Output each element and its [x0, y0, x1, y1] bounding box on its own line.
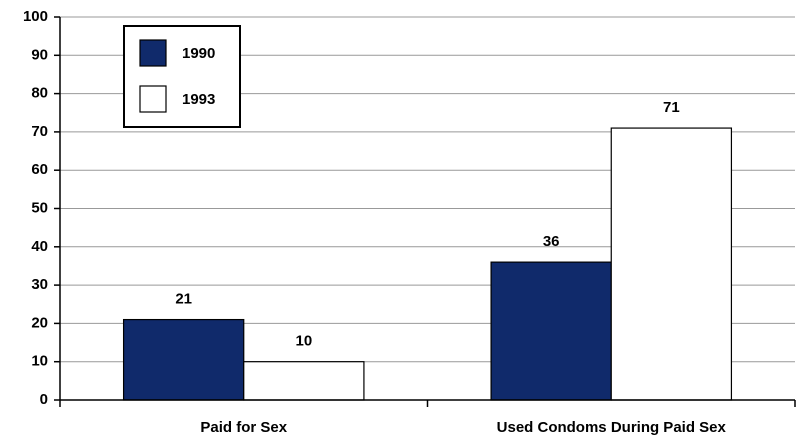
x-tick-label: Paid for Sex [200, 419, 287, 436]
legend: 1990 1993 [123, 25, 241, 128]
legend-label: 1990 [182, 45, 215, 62]
data-label: 10 [295, 333, 312, 350]
y-tick-label: 50 [31, 199, 48, 216]
data-label: 36 [543, 233, 560, 250]
y-tick-label: 10 [31, 353, 48, 370]
bar [610, 127, 733, 401]
bar [490, 261, 612, 401]
y-tick-label: 80 [31, 85, 48, 102]
legend-swatch [139, 39, 167, 67]
bar [122, 318, 245, 401]
data-label: 71 [663, 99, 680, 116]
y-tick-label: 60 [31, 161, 48, 178]
x-tick-label: Used Condoms During Paid Sex [497, 419, 727, 436]
y-tick-label: 0 [40, 391, 48, 408]
y-tick-label: 20 [31, 314, 48, 331]
data-label: 21 [175, 291, 192, 308]
y-tick-label: 100 [23, 8, 48, 25]
y-tick-label: 90 [31, 46, 48, 63]
axes: 0 10 20 30 40 50 60 70 80 90 100 Paid for Sex Used C… [23, 8, 796, 436]
y-tick-label: 30 [31, 276, 48, 293]
y-tick-label: 70 [31, 123, 48, 140]
legend-label: 1993 [182, 91, 215, 108]
legend-swatch [139, 85, 167, 113]
bars: 21 10 36 71 [122, 99, 733, 401]
bar [243, 361, 365, 401]
y-tick-label: 40 [31, 238, 48, 255]
